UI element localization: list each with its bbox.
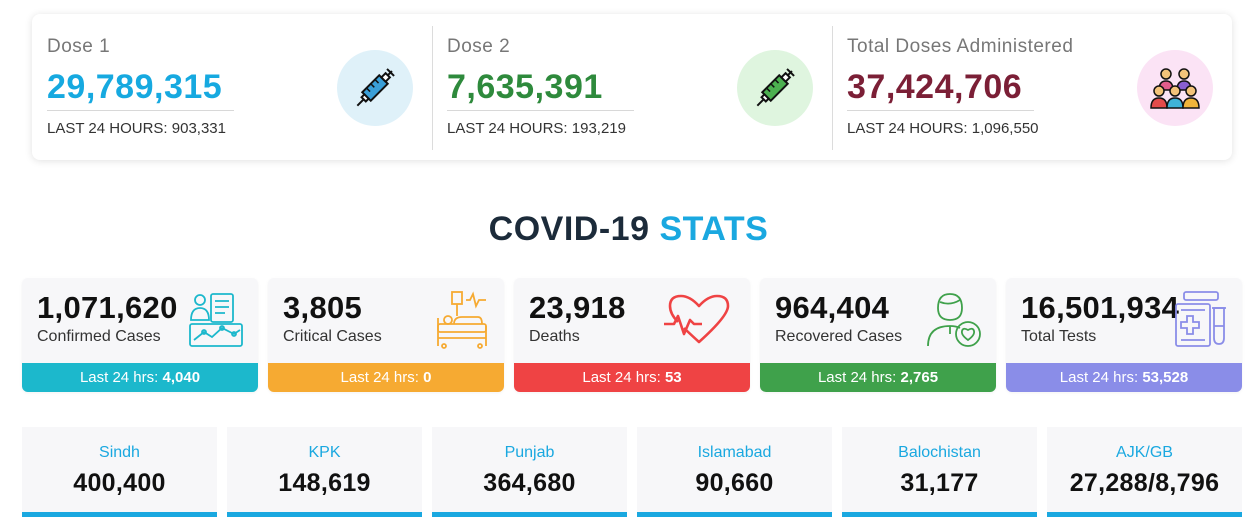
lab-test-icon: [1170, 290, 1230, 350]
dose2-value: 7,635,391: [447, 68, 603, 106]
province-name: KPK: [308, 444, 341, 461]
deaths-last24: Last 24 hrs: 53: [514, 363, 750, 392]
syringe-icon: [337, 50, 413, 126]
province-value: 90,660: [695, 469, 774, 497]
last24-label: Last 24 hrs:: [340, 369, 419, 386]
province-value: 31,177: [900, 469, 979, 497]
critical-cases-value: 3,805: [283, 290, 363, 325]
province-name: Balochistan: [898, 444, 981, 461]
province-card-islamabad: Islamabad 90,660: [637, 427, 832, 517]
last24-label: Last 24 hrs:: [582, 369, 661, 386]
recovered-cases-label: Recovered Cases: [775, 328, 903, 345]
confirmed-cases-label: Confirmed Cases: [37, 328, 161, 345]
dose1-label: Dose 1: [47, 36, 111, 57]
province-value: 400,400: [73, 469, 166, 497]
dose2-column: Dose 2 7,635,391 LAST 24 HOURS: 193,219: [432, 14, 832, 160]
deaths-value: 23,918: [529, 290, 626, 325]
medical-report-icon: [186, 290, 246, 350]
dose1-value: 29,789,315: [47, 68, 223, 106]
recovered-cases-value: 964,404: [775, 290, 890, 325]
last24-value: 2,765: [900, 369, 939, 386]
province-name: Punjab: [504, 444, 555, 461]
last24-value: 0: [423, 369, 432, 386]
dose1-column: Dose 1 29,789,315 LAST 24 HOURS: 903,331: [32, 14, 432, 160]
total-doses-last24: LAST 24 HOURS: 1,096,550: [847, 120, 1039, 137]
critical-cases-last24: Last 24 hrs: 0: [268, 363, 504, 392]
last24-value: 4,040: [162, 369, 201, 386]
dose2-last24: LAST 24 HOURS: 193,219: [447, 120, 626, 137]
confirmed-cases-value: 1,071,620: [37, 290, 178, 325]
last24-value: 53: [664, 369, 682, 386]
province-card-sindh: Sindh 400,400: [22, 427, 217, 517]
crowd-icon: [1137, 50, 1213, 126]
last24-value: 53,528: [1142, 369, 1189, 386]
province-value: 364,680: [483, 469, 576, 497]
total-tests-label: Total Tests: [1021, 328, 1097, 345]
critical-cases-label: Critical Cases: [283, 328, 382, 345]
total-doses-label: Total Doses Administered: [847, 36, 1074, 57]
deaths-card: 23,918 Deaths Last 24 hrs: 53: [514, 278, 750, 392]
total-doses-column: Total Doses Administered 37,424,706 LAST…: [832, 14, 1232, 160]
heading-part-1: COVID-19: [488, 210, 650, 248]
deaths-label: Deaths: [529, 328, 580, 345]
confirmed-cases-last24: Last 24 hrs: 4,040: [22, 363, 258, 392]
last24-label: Last 24 hrs:: [817, 369, 897, 386]
recovered-cases-last24: Last 24 hrs: 2,765: [760, 363, 996, 392]
dose2-divider: [447, 110, 634, 111]
province-card-kpk: KPK 148,619: [227, 427, 422, 517]
syringe-icon: [737, 50, 813, 126]
dose2-label: Dose 2: [447, 36, 511, 57]
total-tests-last24: Last 24 hrs: 53,528: [1006, 363, 1242, 392]
critical-cases-card: 3,805 Critical Cases Last 24 hrs: 0: [268, 278, 504, 392]
last24-label: Last 24 hrs:: [1059, 369, 1139, 386]
hospital-bed-icon: [432, 290, 492, 350]
province-name: AJK/GB: [1116, 444, 1173, 461]
heartbeat-icon: [662, 290, 736, 350]
province-card-balochistan: Balochistan 31,177: [842, 427, 1037, 517]
recovered-cases-card: 964,404 Recovered Cases Last 24 hrs: 2,7…: [760, 278, 996, 392]
covid-stats-heading: COVID-19 STATS: [0, 210, 1257, 249]
total-tests-value: 16,501,934: [1021, 290, 1180, 325]
province-name: Sindh: [99, 444, 140, 461]
province-card-ajk-gb: AJK/GB 27,288/8,796: [1047, 427, 1242, 517]
vaccination-panel: Dose 1 29,789,315 LAST 24 HOURS: 903,331: [32, 14, 1232, 160]
province-name: Islamabad: [697, 444, 772, 461]
province-card-punjab: Punjab 364,680: [432, 427, 627, 517]
province-value: 148,619: [278, 469, 371, 497]
total-doses-divider: [847, 110, 1034, 111]
heading-part-2: STATS: [659, 210, 769, 248]
confirmed-cases-card: 1,071,620 Confirmed Cases Last 24 hrs: 4…: [22, 278, 258, 392]
last24-label: Last 24 hrs:: [79, 369, 159, 386]
province-value: 27,288/8,796: [1069, 469, 1220, 497]
dose1-divider: [47, 110, 234, 111]
total-tests-card: 16,501,934 Total Tests Last 24 hrs: 53,5…: [1006, 278, 1242, 392]
total-doses-value: 37,424,706: [847, 68, 1023, 106]
dose1-last24: LAST 24 HOURS: 903,331: [47, 120, 226, 137]
recovered-person-icon: [924, 290, 984, 350]
